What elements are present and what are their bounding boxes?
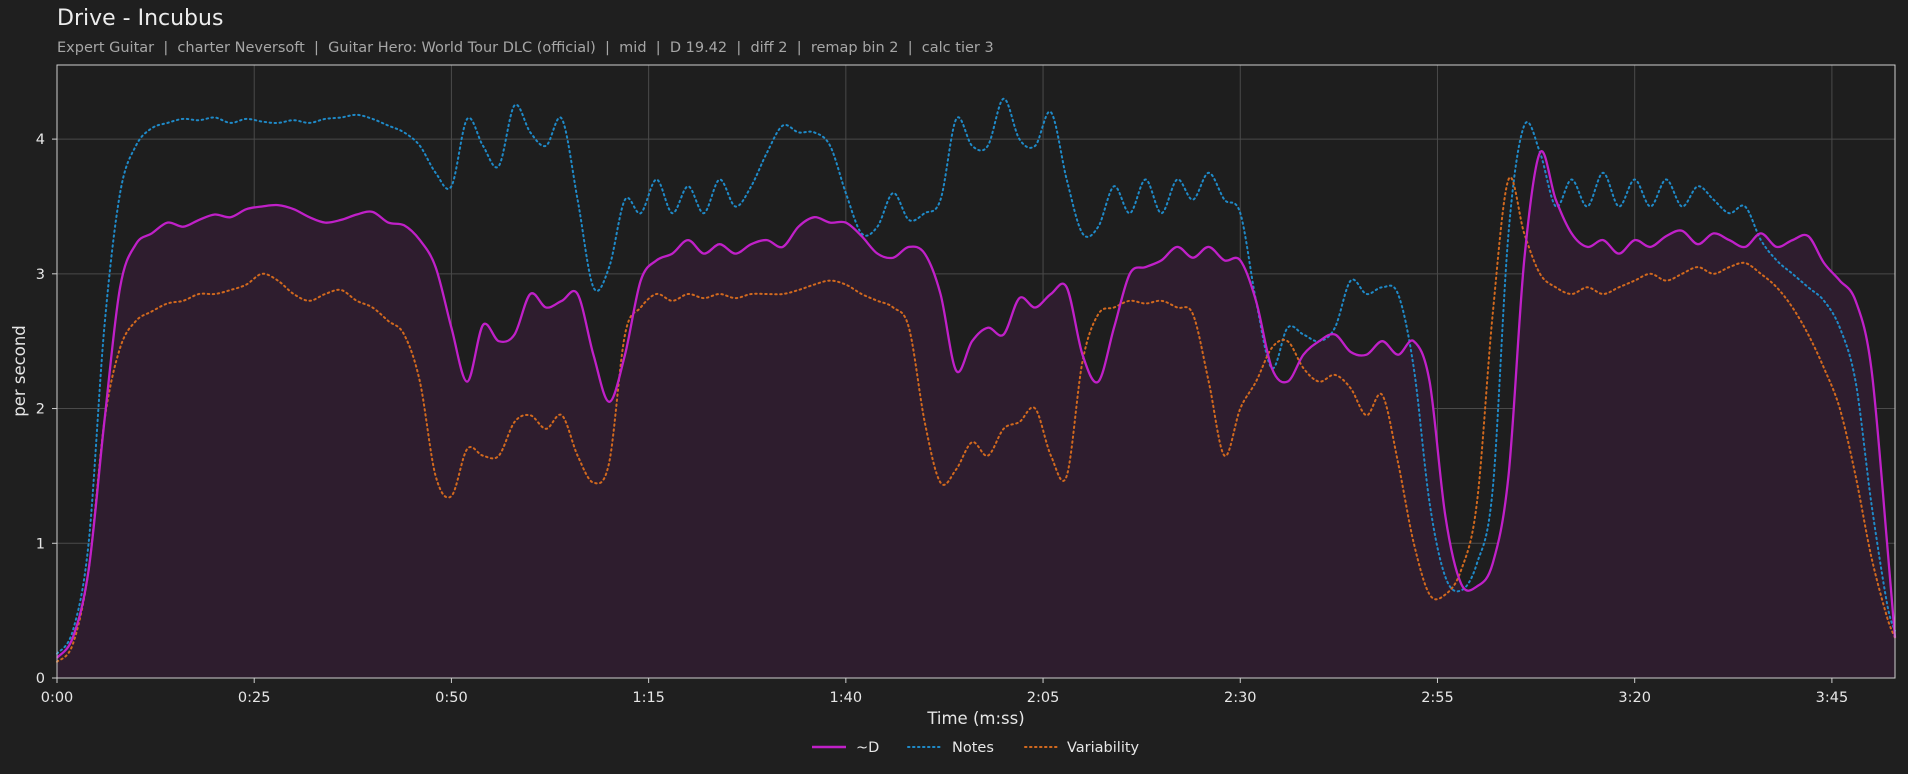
chart-title: Drive - Incubus [57,6,224,31]
legend: ~D Notes Variability [812,740,1140,756]
y-tick-label: 2 [36,402,45,418]
chart-subtitle: Expert Guitar | charter Neversoft | Guit… [57,40,994,56]
x-tick-label: 0:00 [41,690,74,706]
x-tick-label: 2:55 [1421,690,1454,706]
x-tick-label: 0:25 [238,690,271,706]
x-tick-label: 1:40 [830,690,863,706]
x-tick-label: 2:30 [1224,690,1257,706]
y-tick-label: 3 [36,267,45,283]
series-line-notes [56,97,1896,655]
x-tick-label: 3:45 [1816,690,1849,706]
x-tick-label: 0:50 [435,690,468,706]
y-tick-label: 0 [36,671,45,687]
series-line-variability [56,176,1896,663]
legend-label: ~D [856,740,879,756]
y-axis: 0 1 2 3 4 [36,132,57,687]
y-tick-label: 4 [36,132,45,148]
series-d-area [57,151,1895,678]
x-axis: 0:00 0:25 0:50 1:15 1:40 2:05 2:30 2:55 3:20 3:45 [41,678,1848,706]
legend-label: Variability [1067,740,1140,756]
x-tick-label: 1:15 [632,690,665,706]
x-tick-label: 3:20 [1618,690,1651,706]
x-axis-label: Time (m:ss) [926,709,1024,728]
plot-frame [56,64,1896,679]
y-axis-label: per second [10,325,29,417]
legend-label: Notes [952,740,994,756]
series-line-d [56,149,1897,659]
series-layer [56,97,1897,678]
y-tick-label: 1 [36,536,45,552]
x-tick-label: 2:05 [1027,690,1060,706]
